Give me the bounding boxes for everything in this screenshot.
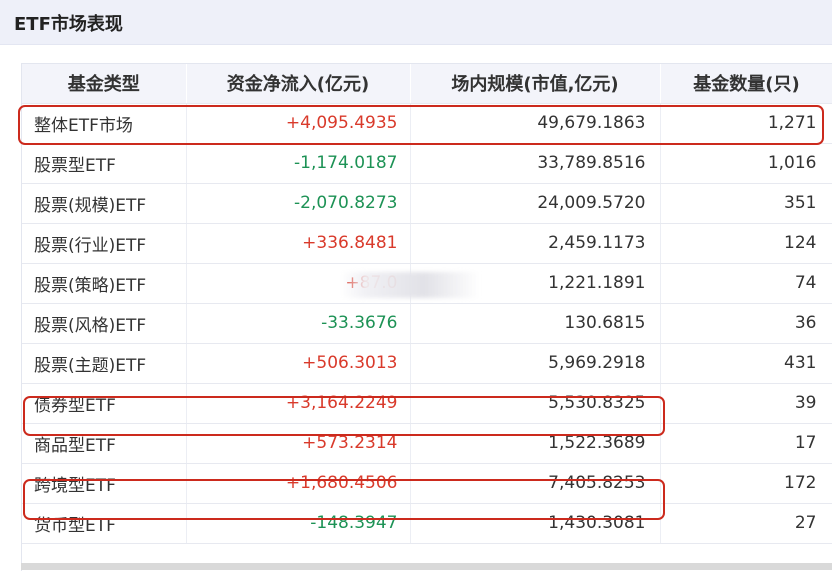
blurred-region: [340, 272, 480, 298]
scale-cell: 1,522.3689: [410, 423, 661, 464]
scale-cell: 7,405.8253: [410, 463, 661, 504]
column-header-scale[interactable]: 场内规模(市值,亿元): [410, 64, 661, 104]
etf-table-container: 基金类型 资金净流入(亿元) 场内规模(市值,亿元) 基金数量(只) 整体ETF…: [21, 63, 832, 571]
table-row[interactable]: 股票(规模)ETF -2,070.8273 24,009.5720 351: [22, 183, 832, 224]
net-inflow-cell: +506.3013: [186, 343, 411, 384]
table-row[interactable]: 股票(主题)ETF +506.3013 5,969.2918 431: [22, 343, 832, 384]
table-row[interactable]: 整体ETF市场 +4,095.4935 49,679.1863 1,271: [22, 103, 832, 144]
net-inflow-cell: +3,164.2249: [186, 383, 411, 424]
fund-type-cell: 整体ETF市场: [22, 103, 187, 144]
fund-type-cell: 股票(策略)ETF: [22, 263, 187, 304]
scale-cell: 33,789.8516: [410, 143, 661, 184]
fund-count-cell: 1,016: [660, 143, 832, 184]
table-header-row: 基金类型 资金净流入(亿元) 场内规模(市值,亿元) 基金数量(只): [22, 64, 832, 104]
table-row[interactable]: 股票(行业)ETF +336.8481 2,459.1173 124: [22, 223, 832, 264]
fund-count-cell: 39: [660, 383, 832, 424]
fund-count-cell: 17: [660, 423, 832, 464]
net-inflow-cell: +336.8481: [186, 223, 411, 264]
net-inflow-cell: -148.3947: [186, 503, 411, 544]
scale-cell: 5,530.8325: [410, 383, 661, 424]
fund-type-cell: 股票型ETF: [22, 143, 187, 184]
table-body: 整体ETF市场 +4,095.4935 49,679.1863 1,271 股票型ETF…: [22, 103, 832, 544]
page-title: ETF市场表现: [14, 14, 123, 35]
net-inflow-cell: -2,070.8273: [186, 183, 411, 224]
scale-cell: 130.6815: [410, 303, 661, 344]
scale-cell: 1,430.3081: [410, 503, 661, 544]
fund-type-cell: 商品型ETF: [22, 423, 187, 464]
column-header-fund-type[interactable]: 基金类型: [22, 64, 187, 104]
net-inflow-cell: -33.3676: [186, 303, 411, 344]
fund-type-cell: 债券型ETF: [22, 383, 187, 424]
fund-count-cell: 172: [660, 463, 832, 504]
etf-market-table: 基金类型 资金净流入(亿元) 场内规模(市值,亿元) 基金数量(只) 整体ETF…: [22, 64, 832, 544]
net-inflow-cell: +4,095.4935: [186, 103, 411, 144]
table-row[interactable]: 跨境型ETF +1,680.4506 7,405.8253 172: [22, 463, 832, 504]
title-bar: ETF市场表现: [0, 0, 832, 45]
table-row[interactable]: 股票(风格)ETF -33.3676 130.6815 36: [22, 303, 832, 344]
fund-type-cell: 股票(风格)ETF: [22, 303, 187, 344]
scale-cell: 2,459.1173: [410, 223, 661, 264]
fund-count-cell: 36: [660, 303, 832, 344]
fund-type-cell: 股票(主题)ETF: [22, 343, 187, 384]
fund-count-cell: 1,271: [660, 103, 832, 144]
table-row[interactable]: 货币型ETF -148.3947 1,430.3081 27: [22, 503, 832, 544]
scale-cell: 24,009.5720: [410, 183, 661, 224]
fund-count-cell: 27: [660, 503, 832, 544]
column-header-net-inflow[interactable]: 资金净流入(亿元): [186, 64, 411, 104]
fund-count-cell: 74: [660, 263, 832, 304]
fund-count-cell: 351: [660, 183, 832, 224]
horizontal-scrollbar[interactable]: [21, 563, 832, 570]
column-header-fund-count[interactable]: 基金数量(只): [660, 64, 832, 104]
net-inflow-cell: +1,680.4506: [186, 463, 411, 504]
net-inflow-cell: +573.2314: [186, 423, 411, 464]
fund-type-cell: 货币型ETF: [22, 503, 187, 544]
table-row[interactable]: 股票型ETF -1,174.0187 33,789.8516 1,016: [22, 143, 832, 184]
fund-count-cell: 124: [660, 223, 832, 264]
fund-type-cell: 股票(规模)ETF: [22, 183, 187, 224]
scale-cell: 5,969.2918: [410, 343, 661, 384]
net-inflow-cell: -1,174.0187: [186, 143, 411, 184]
fund-count-cell: 431: [660, 343, 832, 384]
table-row[interactable]: 债券型ETF +3,164.2249 5,530.8325 39: [22, 383, 832, 424]
table-row[interactable]: 商品型ETF +573.2314 1,522.3689 17: [22, 423, 832, 464]
fund-type-cell: 股票(行业)ETF: [22, 223, 187, 264]
scale-cell: 49,679.1863: [410, 103, 661, 144]
fund-type-cell: 跨境型ETF: [22, 463, 187, 504]
